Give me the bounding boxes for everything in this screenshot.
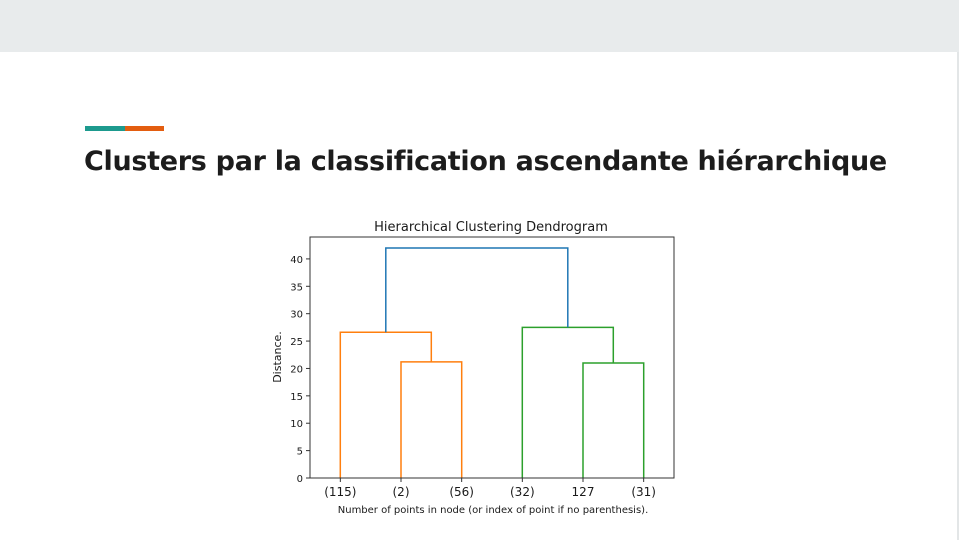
x-axis-label: Number of points in node (or index of po…: [338, 505, 649, 516]
y-tick-label-35: 35: [290, 282, 303, 293]
x-axis: (115) (2) (56) (32) 127 (31): [324, 478, 656, 499]
y-tick-label-10: 10: [290, 419, 303, 430]
y-tick-label-20: 20: [290, 364, 303, 375]
link-127-31: [582, 362, 645, 478]
leaf-label-5: (31): [631, 485, 656, 499]
leaf-label-2: (56): [449, 485, 474, 499]
y-axis-label: Distance.: [271, 331, 284, 383]
leaf-label-4: 127: [572, 485, 595, 499]
link-root: [385, 247, 569, 333]
link-32-group: [521, 326, 615, 478]
plot-frame: [309, 236, 675, 479]
y-tick-label-5: 5: [297, 447, 303, 458]
chart-title: Hierarchical Clustering Dendrogram: [374, 220, 608, 235]
y-tick-label-40: 40: [290, 255, 303, 266]
y-tick-label-25: 25: [290, 337, 303, 348]
leaf-label-0: (115): [324, 485, 356, 499]
link-2-56: [400, 361, 463, 478]
y-tick-label-15: 15: [290, 392, 303, 403]
leaf-label-1: (2): [393, 485, 410, 499]
link-115-group: [339, 331, 433, 478]
right-edge: [957, 52, 959, 540]
y-tick-label-30: 30: [290, 310, 303, 321]
leaf-label-3: (32): [510, 485, 535, 499]
slide-title: Clusters par la classification ascendant…: [84, 146, 887, 177]
dendrogram-links: [339, 247, 645, 478]
accent-bar-orange: [125, 126, 164, 131]
top-band: [0, 0, 959, 52]
y-tick-label-0: 0: [297, 474, 303, 485]
accent-bar-teal: [85, 126, 125, 131]
y-axis: 0 5 10 15 20 25 30 35 40: [290, 255, 310, 485]
dendrogram-chart: Hierarchical Clustering Dendrogram 0 5 10 1…: [271, 220, 675, 516]
